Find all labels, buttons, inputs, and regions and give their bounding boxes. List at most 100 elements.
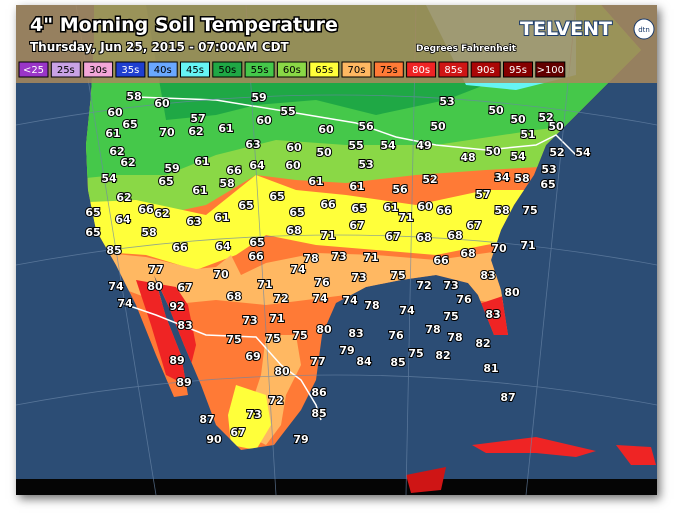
station-value: 61 xyxy=(383,201,398,214)
station-value: 52 xyxy=(549,146,564,159)
legend-label: 50s xyxy=(218,65,236,76)
station-value: 80 xyxy=(147,280,163,293)
legend-swatch xyxy=(438,61,469,78)
station-value: 52 xyxy=(422,173,437,186)
station-value: 49 xyxy=(416,139,431,152)
legend-swatch xyxy=(535,61,566,78)
map: 4" Morning Soil Temperature Thursday, Ju… xyxy=(16,5,657,495)
legend-label: 40s xyxy=(154,65,172,76)
station-value: 82 xyxy=(435,349,450,362)
station-value: 58 xyxy=(141,226,156,239)
station-value: 80 xyxy=(316,323,332,336)
station-value: 80 xyxy=(274,365,290,378)
station-value: 59 xyxy=(251,91,266,104)
station-value: 75 xyxy=(292,329,307,342)
hispaniola xyxy=(616,445,656,465)
legend-label: 45s xyxy=(186,65,204,76)
station-value: 61 xyxy=(194,155,209,168)
station-value: 53 xyxy=(358,158,373,171)
station-value: 66 xyxy=(138,203,154,216)
units: Degrees Fahrenheit xyxy=(416,44,517,54)
legend-swatch xyxy=(212,61,243,78)
legend-swatch xyxy=(503,61,533,78)
legend-swatch xyxy=(50,61,81,78)
legend-label: 70s xyxy=(348,65,366,76)
station-value: 72 xyxy=(416,279,431,292)
station-value: 52 xyxy=(538,111,553,124)
station-value: 56 xyxy=(392,183,408,196)
station-value: 76 xyxy=(456,293,472,306)
station-value: 61 xyxy=(349,180,364,193)
station-value: 67 xyxy=(230,426,245,439)
station-value: 66 xyxy=(320,198,336,211)
station-value: 58 xyxy=(494,204,509,217)
station-value: 62 xyxy=(120,156,135,169)
station-value: 75 xyxy=(390,269,405,282)
station-value: 71 xyxy=(257,278,272,291)
station-value: 75 xyxy=(265,332,280,345)
station-value: 74 xyxy=(399,304,415,317)
station-value: 73 xyxy=(242,314,257,327)
station-value: 68 xyxy=(447,229,462,242)
station-value: 85 xyxy=(311,407,326,420)
legend-label: 95s xyxy=(509,65,527,76)
station-value: 50 xyxy=(488,104,504,117)
station-value: 68 xyxy=(286,224,301,237)
station-value: 34 xyxy=(494,171,510,184)
station-value: 55 xyxy=(280,105,295,118)
logo-circle xyxy=(633,18,655,40)
station-value: 50 xyxy=(548,120,564,133)
legend-swatch xyxy=(309,61,340,78)
station-value: 89 xyxy=(169,354,184,367)
station-value: 64 xyxy=(115,213,131,226)
legend-swatch xyxy=(83,61,114,78)
station-value: 54 xyxy=(380,139,396,152)
station-value: 75 xyxy=(443,310,458,323)
station-value: 50 xyxy=(510,113,526,126)
station-value: 65 xyxy=(289,206,304,219)
station-value: 62 xyxy=(109,145,124,158)
station-value: 61 xyxy=(214,211,229,224)
station-value: 71 xyxy=(363,251,378,264)
station-value: 70 xyxy=(213,268,229,281)
station-value: 58 xyxy=(126,90,141,103)
station-value: 65 xyxy=(540,178,555,191)
station-value: 67 xyxy=(385,230,400,243)
legend-label: <25 xyxy=(23,65,44,76)
station-value: 71 xyxy=(398,211,413,224)
station-value: 58 xyxy=(219,177,234,190)
legend-label: 30s xyxy=(89,65,107,76)
station-value: 71 xyxy=(269,312,284,325)
station-value: 63 xyxy=(186,215,201,228)
station-value: 57 xyxy=(190,112,205,125)
legend-label: 90s xyxy=(477,65,495,76)
station-value: 79 xyxy=(293,433,308,446)
legend-swatch xyxy=(406,61,437,78)
borders xyxy=(120,96,577,421)
station-value: 56 xyxy=(358,120,374,133)
station-value: 63 xyxy=(245,138,260,151)
station-value: 78 xyxy=(447,331,462,344)
cuba xyxy=(472,437,596,457)
station-value: 67 xyxy=(466,219,481,232)
station-value: 67 xyxy=(349,219,364,232)
legend-swatch xyxy=(244,61,275,78)
legend-label: 65s xyxy=(315,65,333,76)
subtitle: Thursday, Jun 25, 2015 - 07:00AM CDT xyxy=(30,40,290,54)
station-value: 74 xyxy=(117,297,133,310)
station-value: 60 xyxy=(154,97,170,110)
station-value: 50 xyxy=(316,146,332,159)
station-value: 50 xyxy=(430,120,446,133)
station-value: 65 xyxy=(269,190,284,203)
graticule xyxy=(16,5,657,495)
station-value: 73 xyxy=(331,250,346,263)
station-value: 74 xyxy=(290,263,306,276)
station-value: 72 xyxy=(273,292,288,305)
legend-swatch xyxy=(341,61,372,78)
station-value: 86 xyxy=(311,386,327,399)
station-value: 67 xyxy=(177,281,192,294)
station-value: 75 xyxy=(226,333,241,346)
station-value: 77 xyxy=(310,355,325,368)
map-frame: 4" Morning Soil Temperature Thursday, Ju… xyxy=(16,5,657,495)
